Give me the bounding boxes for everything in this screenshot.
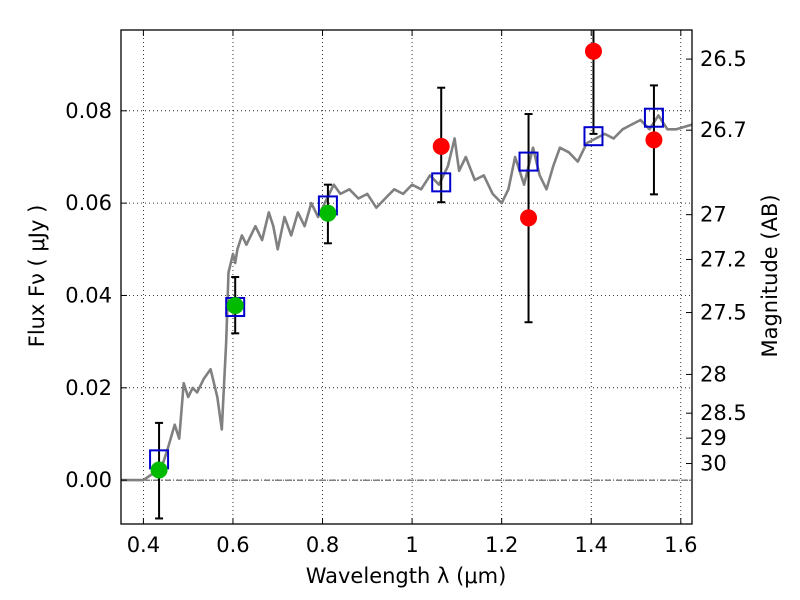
x-tick-label: 1 — [405, 533, 418, 557]
magnitude-tick-label: 26.7 — [700, 118, 747, 142]
model-flux-square — [583, 126, 604, 147]
y-axis-label: Flux Fν ( μJy ) — [25, 205, 49, 348]
observed-flux-point — [319, 204, 337, 222]
model-flux-square — [518, 151, 539, 172]
error-bars — [155, 30, 658, 520]
x-tick-label: 0.4 — [127, 533, 160, 557]
x-axis-ticks: 0.4 0.6 0.8 1 1.2 1.4 1.6 — [127, 30, 698, 557]
magnitude-tick-label: 28.5 — [700, 401, 747, 425]
magnitude-tick-label: 27.5 — [700, 301, 747, 325]
y-axis-ticks: 0.00 0.02 0.04 0.06 0.08 — [65, 99, 127, 492]
y-tick-label: 0.00 — [65, 468, 112, 492]
observed-flux-point — [645, 131, 663, 149]
grid-layer — [121, 30, 692, 524]
model-flux-square — [643, 107, 664, 128]
plot-frame — [120, 29, 693, 525]
y-tick-label: 0.08 — [65, 99, 112, 123]
observed-flux-point — [226, 297, 244, 315]
x-tick-label: 0.6 — [216, 533, 249, 557]
model-spectrum-line — [121, 114, 693, 482]
magnitude-tick-label: 28 — [700, 362, 727, 386]
model-flux-square — [431, 172, 452, 193]
magnitude-tick-label: 30 — [700, 452, 727, 476]
observed-flux-point — [520, 209, 538, 227]
x-tick-label: 1.4 — [575, 533, 608, 557]
y-tick-label: 0.04 — [65, 283, 112, 307]
y-tick-label: 0.06 — [65, 191, 112, 215]
y-tick-label: 0.02 — [65, 376, 112, 400]
magnitude-tick-label: 27 — [700, 203, 727, 227]
x-tick-label: 0.8 — [306, 533, 339, 557]
magnitude-tick-label: 27.2 — [700, 247, 747, 271]
observed-flux-point — [150, 461, 168, 479]
x-tick-label: 1.2 — [485, 533, 518, 557]
observed-flux-points — [150, 42, 663, 479]
x-axis-label: Wavelength λ (μm) — [306, 564, 507, 588]
observed-flux-point — [584, 42, 602, 60]
x-tick-label: 1.6 — [664, 533, 697, 557]
magnitude-tick-label: 26.5 — [700, 47, 747, 71]
observed-flux-point — [432, 137, 450, 155]
magnitude-axis-label: Magnitude (AB) — [758, 194, 782, 357]
magnitude-tick-label: 29 — [700, 426, 727, 450]
